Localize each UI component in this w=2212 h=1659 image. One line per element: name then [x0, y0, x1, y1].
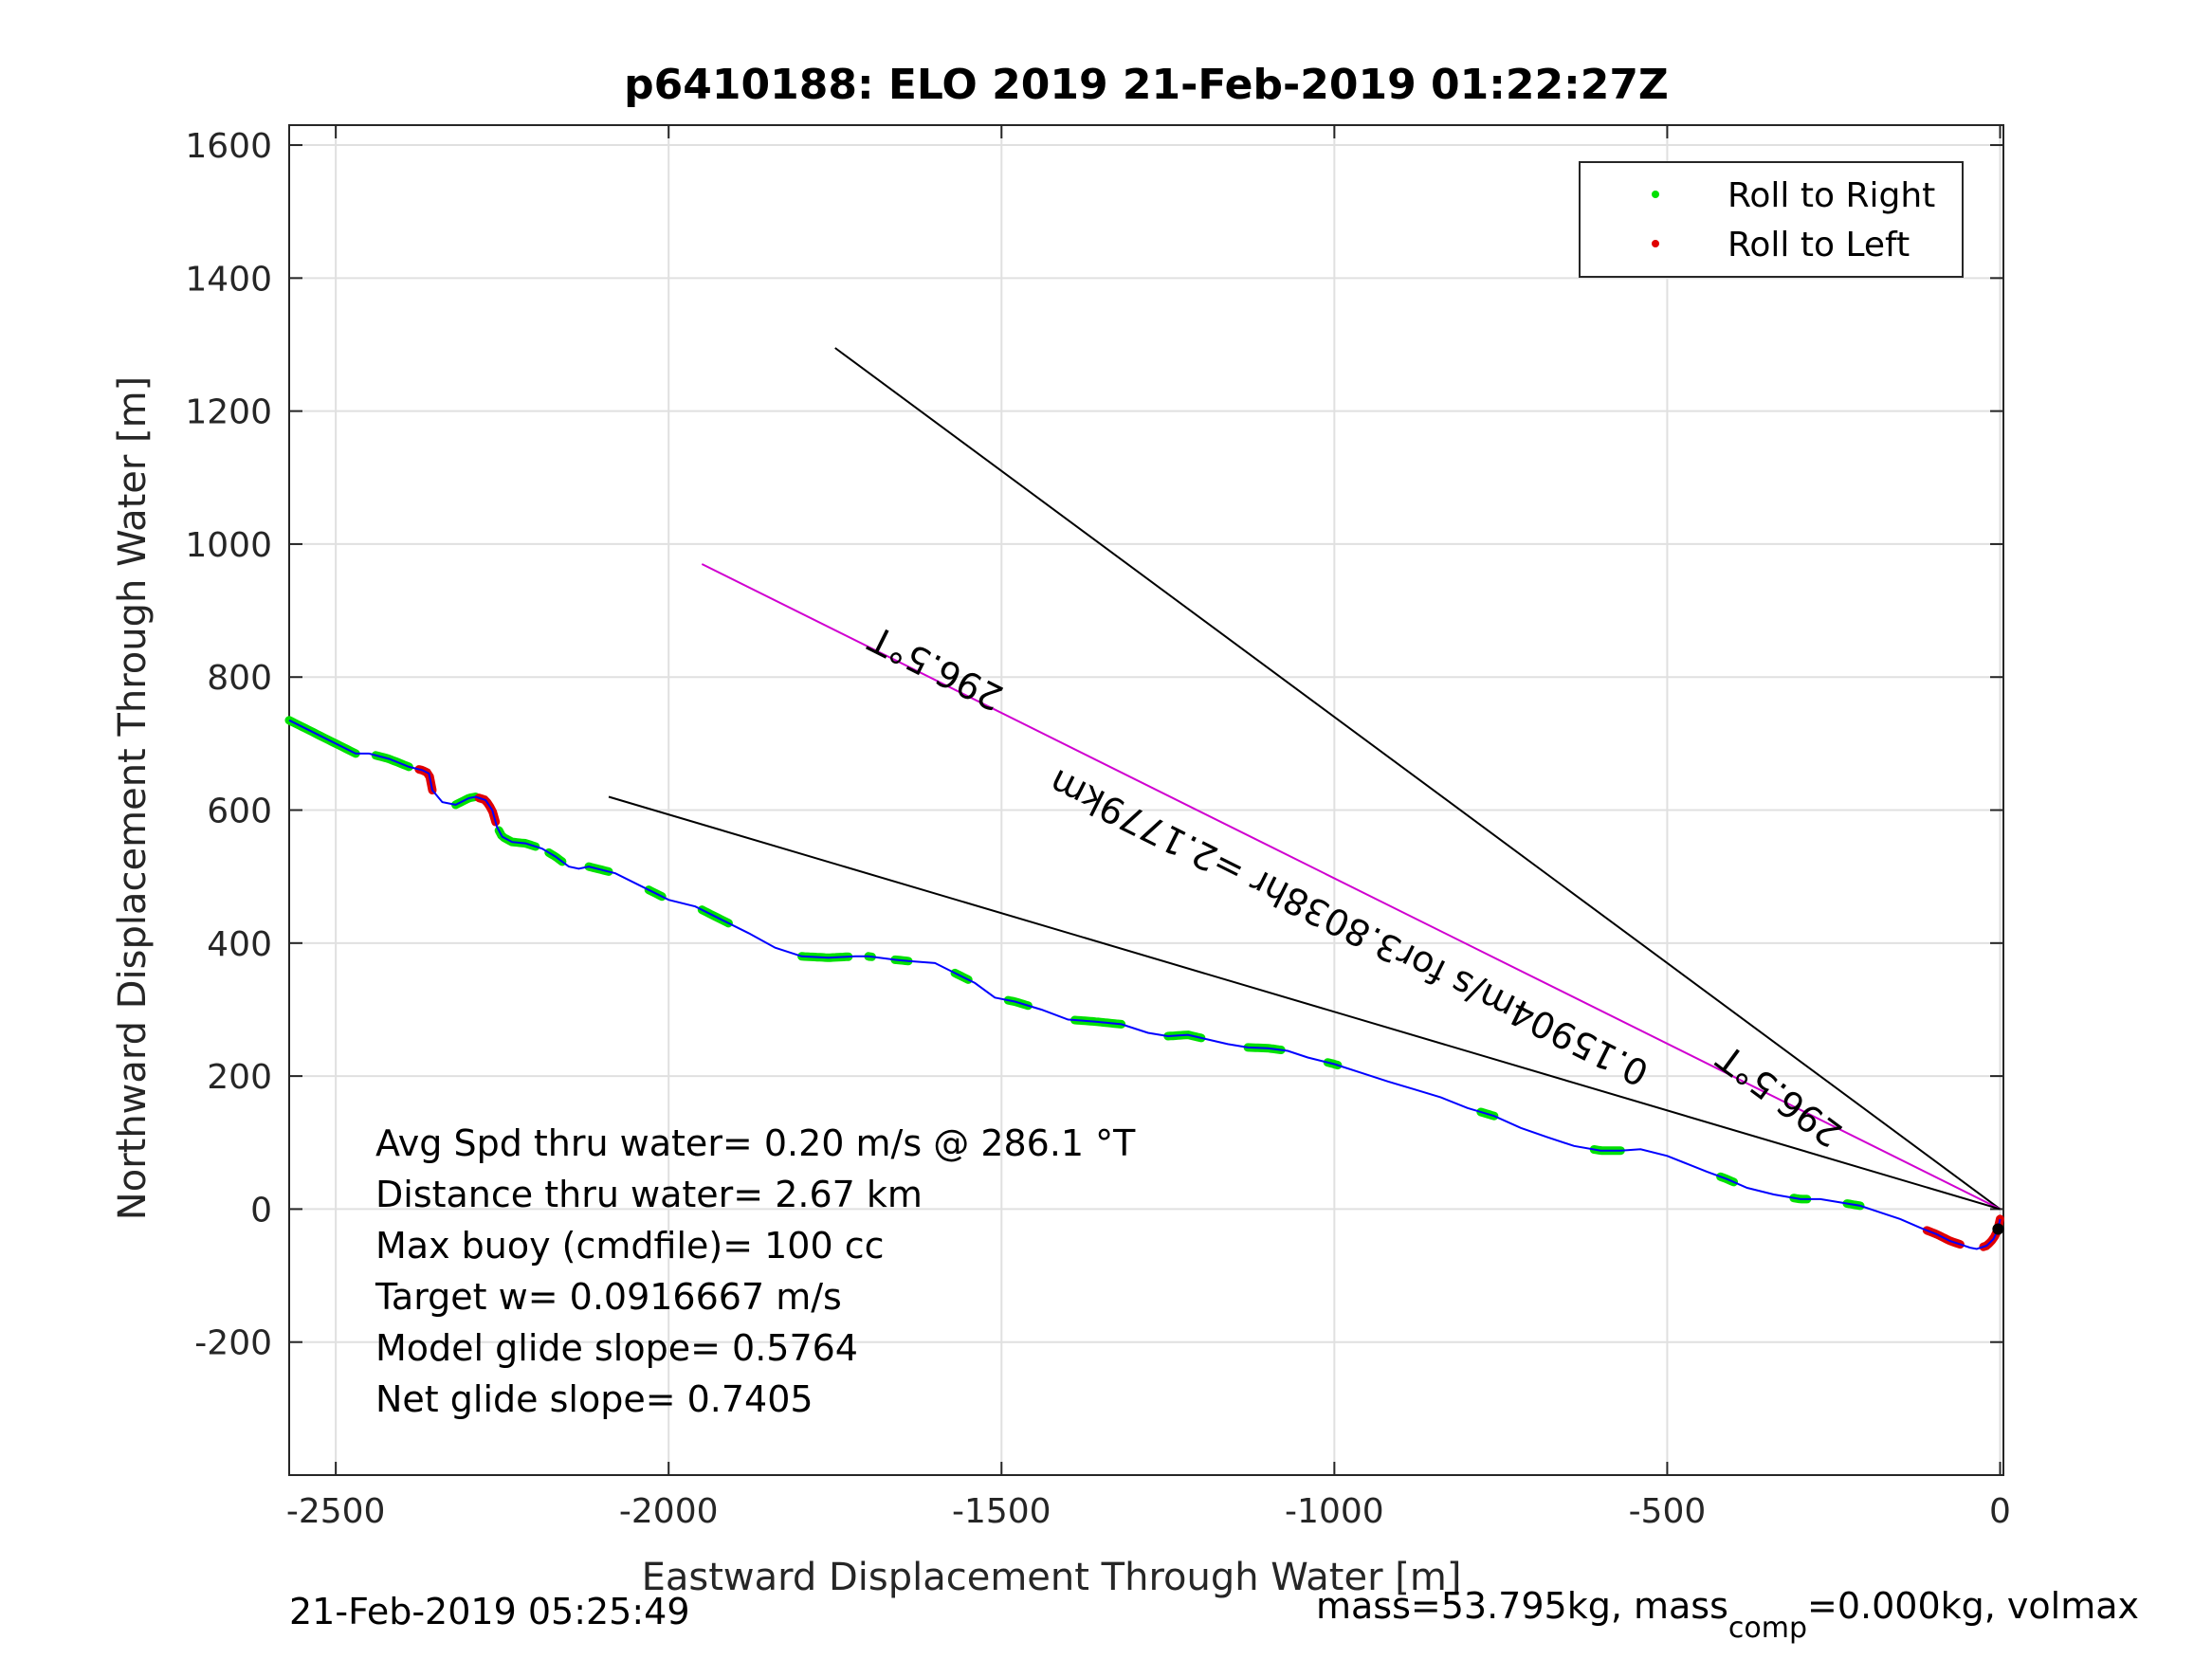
y-tick-label: 1000 [185, 526, 272, 565]
y-tick-label: 1400 [185, 260, 272, 299]
y-tick-label: 0 [250, 1191, 272, 1230]
x-tick-label: -500 [1629, 1492, 1707, 1531]
stats-line: Max buoy (cmdfile)= 100 cc [375, 1225, 885, 1267]
y-tick-label: 200 [207, 1058, 272, 1097]
footer-mass: mass=53.795kg, masscomp=0.000kg, volmax [1316, 1585, 2139, 1645]
legend-label: Roll to Left [1728, 226, 1910, 264]
footer-mass-tail: =0.000kg, volmax [1807, 1585, 2139, 1627]
footer-timestamp: 21-Feb-2019 05:25:49 [289, 1591, 690, 1632]
x-tick-label: -1500 [952, 1492, 1051, 1531]
y-tick-label: -200 [194, 1324, 272, 1363]
x-tick-label: 0 [1989, 1492, 2011, 1531]
grid [289, 125, 2003, 1475]
plot-area [288, 124, 2004, 1476]
stats-line: Target w= 0.0916667 m/s [375, 1276, 842, 1318]
x-tick-label: -2500 [286, 1492, 386, 1531]
legend-label: Roll to Right [1728, 176, 1935, 215]
x-tick-label: -2000 [619, 1492, 719, 1531]
stats-line: Model glide slope= 0.5764 [375, 1327, 858, 1369]
x-axis-label: Eastward Displacement Through Water [m] [642, 1556, 1462, 1599]
y-axis-label: Northward Displacement Through Water [m] [111, 376, 155, 1220]
track-line [288, 719, 2002, 1250]
stats-line: Avg Spd thru water= 0.20 m/s @ 286.1 °T [375, 1122, 1136, 1164]
footer-mass-main: mass=53.795kg, mass [1316, 1585, 1728, 1627]
y-tick-label: 600 [207, 793, 272, 831]
axis-ticks: -2500 -2000 -1500 -1000 -500 0-20002004006008… [185, 125, 2011, 1531]
legend-marker [1652, 191, 1659, 198]
x-tick-label: -1000 [1285, 1492, 1384, 1531]
line-magenta [701, 563, 2001, 1211]
track-end-marker [1992, 1223, 2004, 1235]
chart-title: p6410188: ELO 2019 21-Feb-2019 01:22:27Z [624, 61, 1669, 109]
footer-mass-sub: comp [1728, 1612, 1807, 1645]
stats-line: Distance thru water= 2.67 km [375, 1174, 923, 1215]
legend-marker [1652, 240, 1659, 247]
y-tick-label: 1600 [185, 127, 272, 166]
legend-box [1579, 161, 1964, 278]
legend: Roll to Right Roll to Left [1579, 161, 1964, 278]
y-tick-label: 400 [207, 925, 272, 964]
line-black-1 [834, 347, 2002, 1211]
glider-track [284, 716, 2004, 1251]
y-tick-label: 1200 [185, 393, 272, 432]
stats-box: Avg Spd thru water= 0.20 m/s @ 286.1 °T D… [375, 1122, 1136, 1420]
stats-line: Net glide slope= 0.7405 [375, 1378, 814, 1420]
reference-lines [608, 347, 2002, 1211]
y-tick-label: 800 [207, 659, 272, 698]
line-black-2 [608, 795, 2001, 1211]
